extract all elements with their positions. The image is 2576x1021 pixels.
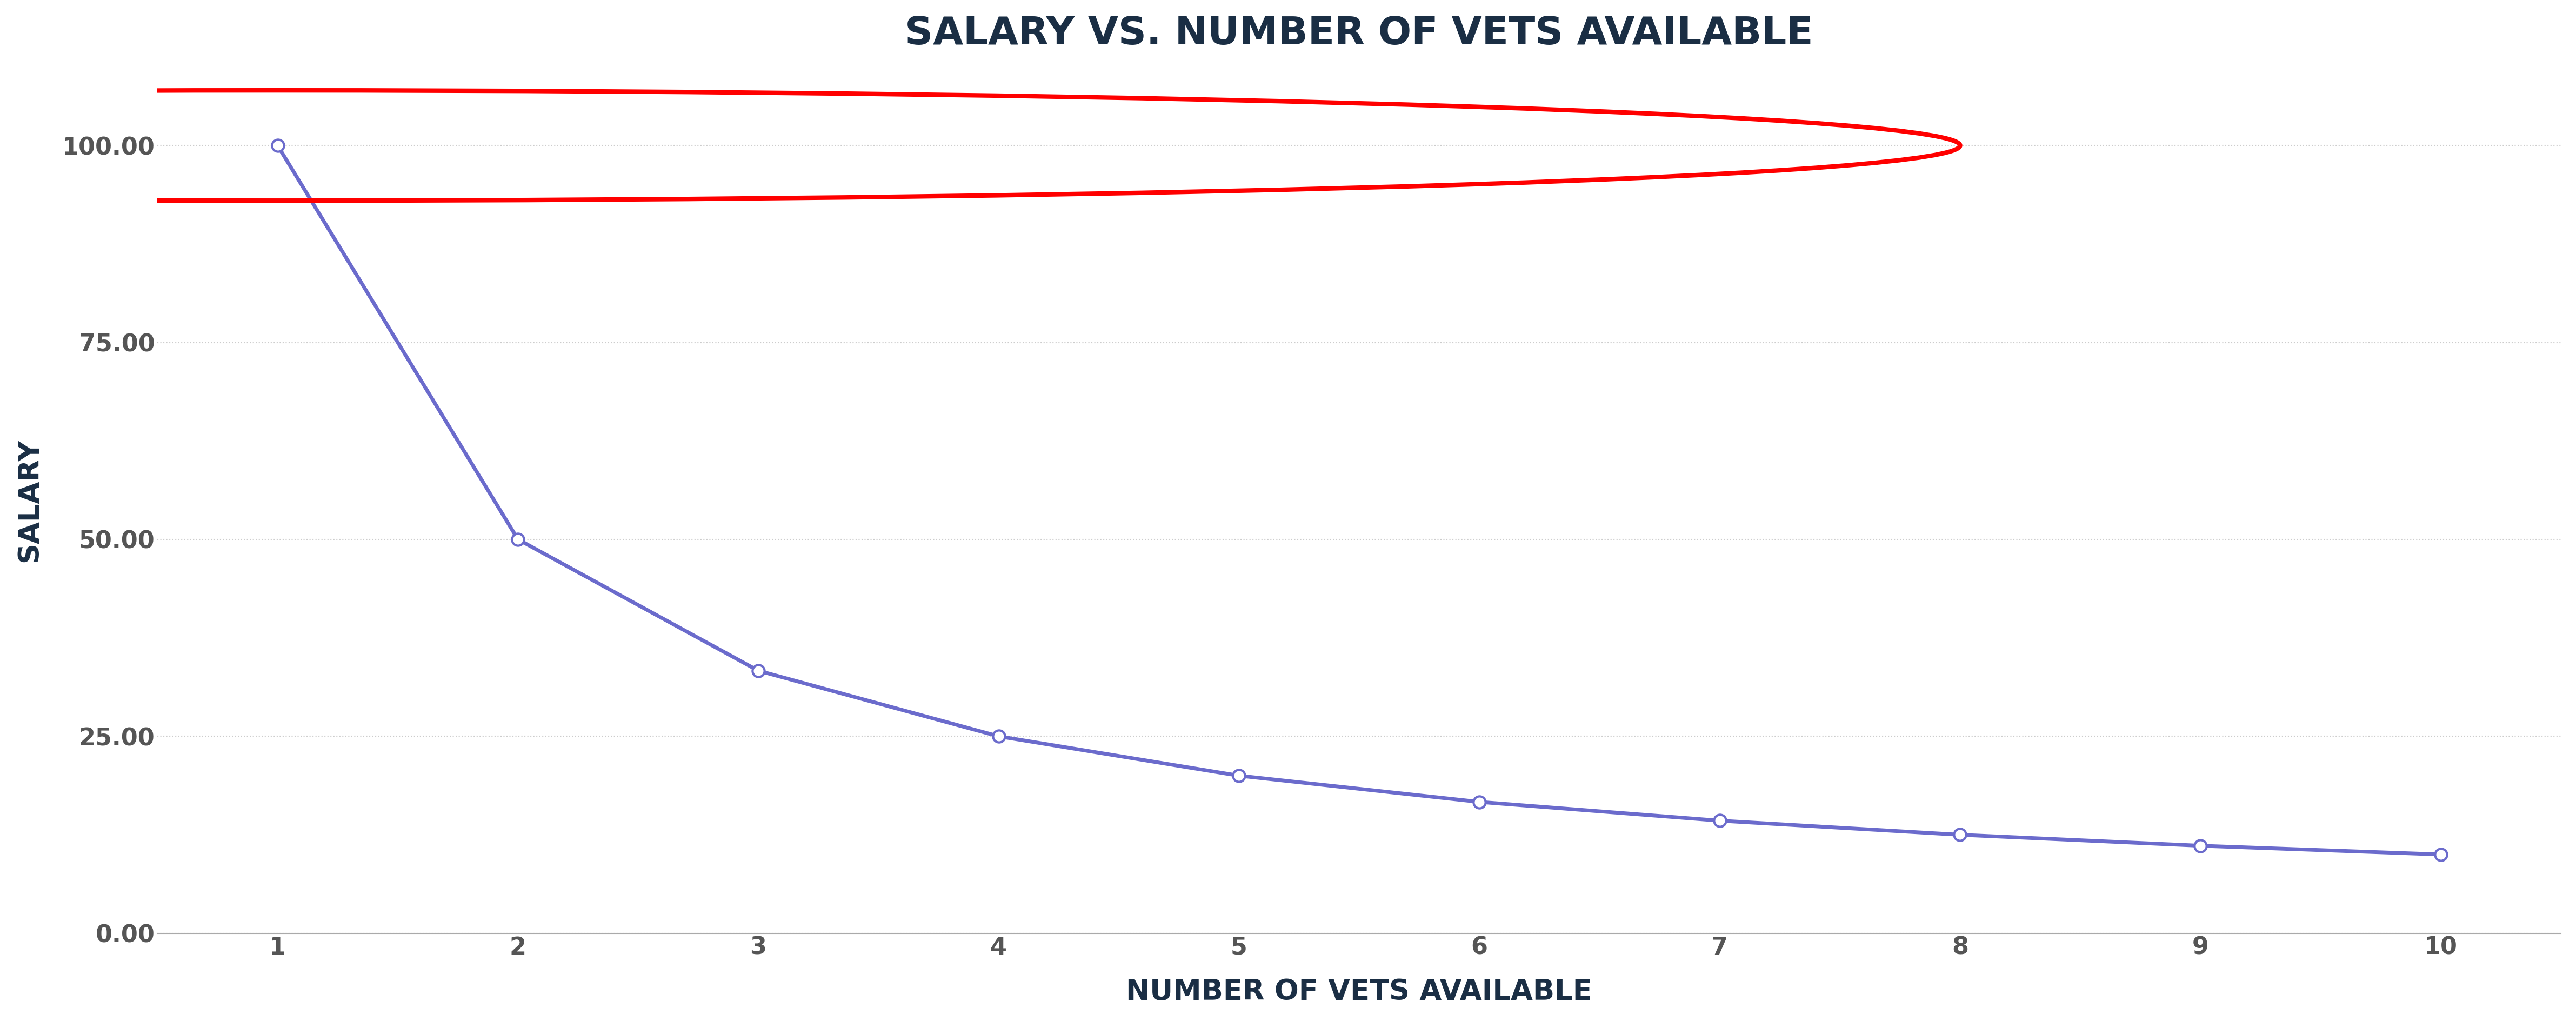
X-axis label: NUMBER OF VETS AVAILABLE: NUMBER OF VETS AVAILABLE <box>1126 978 1592 1006</box>
Title: SALARY VS. NUMBER OF VETS AVAILABLE: SALARY VS. NUMBER OF VETS AVAILABLE <box>904 15 1814 52</box>
Y-axis label: SALARY: SALARY <box>15 438 44 562</box>
